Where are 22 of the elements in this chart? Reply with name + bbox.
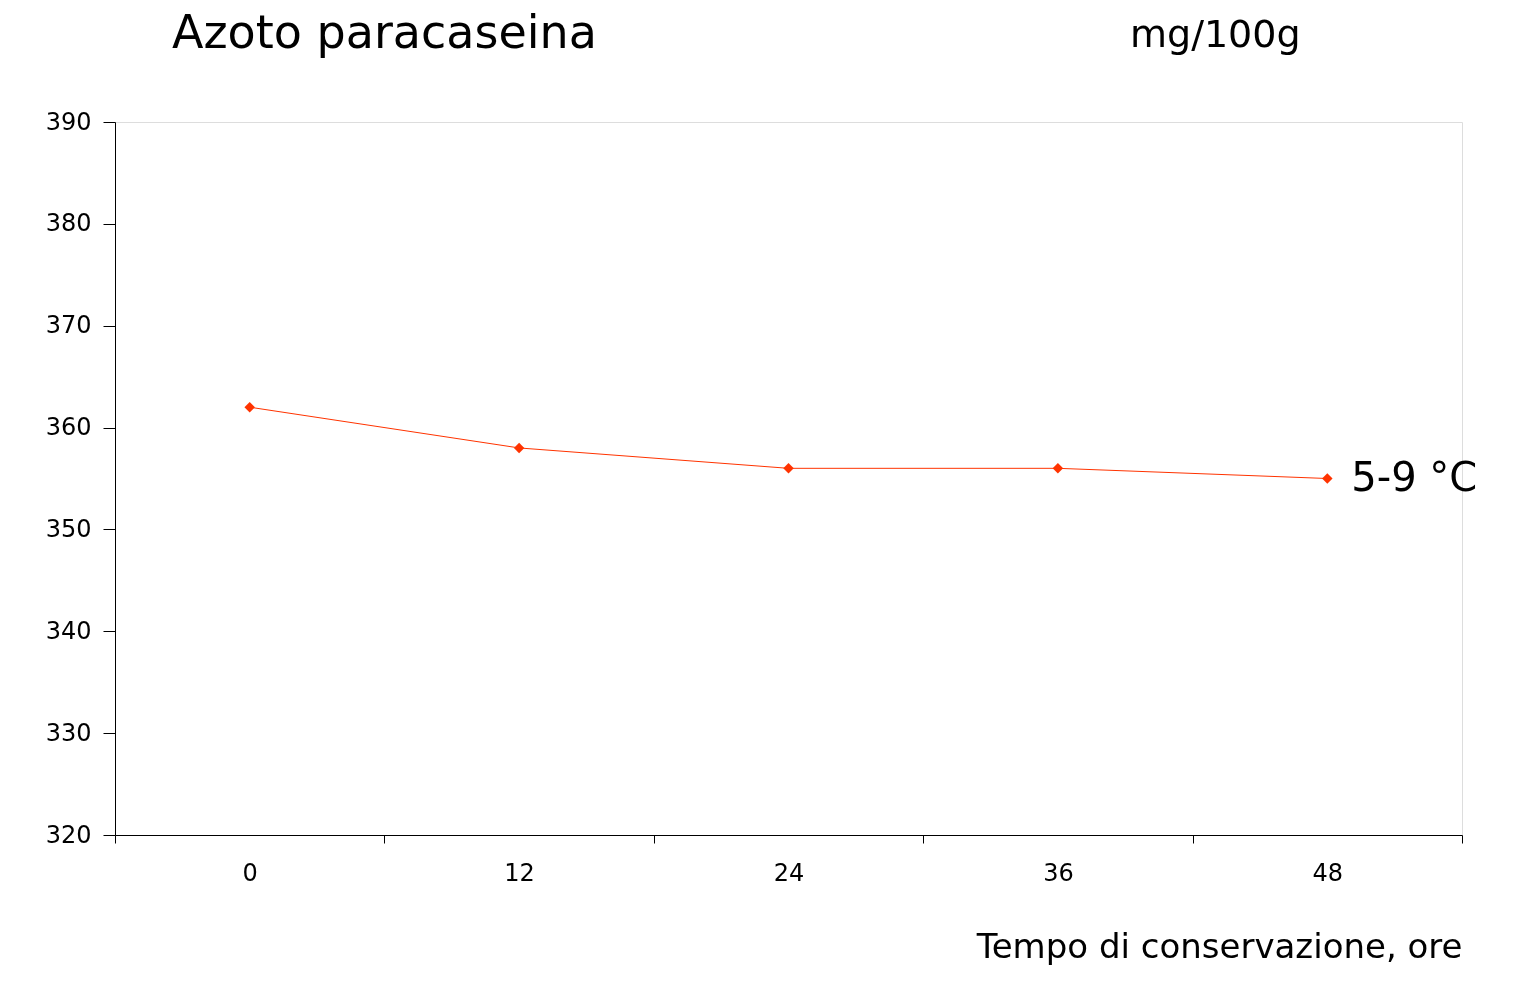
point bbox=[1322, 473, 1333, 484]
point bbox=[513, 442, 525, 454]
point bbox=[783, 463, 794, 474]
x-tick-label: 24 bbox=[773, 858, 805, 887]
series-label: 5-9 °C bbox=[1351, 453, 1478, 500]
y-tick-label: 330 bbox=[45, 718, 92, 747]
y-axis-title: mg/100g bbox=[1130, 12, 1301, 56]
y-tick-label: 320 bbox=[45, 820, 92, 849]
y-tick-label: 350 bbox=[45, 514, 92, 543]
y-tick-label: 390 bbox=[45, 107, 92, 136]
point bbox=[1052, 463, 1064, 474]
x-tick-label: 36 bbox=[1043, 858, 1074, 887]
x-tick-label: 0 bbox=[242, 858, 258, 887]
point bbox=[244, 401, 255, 413]
y-tick-label: 380 bbox=[45, 209, 92, 238]
x-tick-label: 48 bbox=[1312, 858, 1344, 887]
y-tick-label: 340 bbox=[45, 616, 92, 645]
chart-title: Azoto paracaseina bbox=[172, 5, 597, 59]
x-axis-title: Tempo di conservazione, ore bbox=[975, 925, 1463, 966]
x-tick-label: 12 bbox=[504, 858, 535, 887]
y-tick-label: 370 bbox=[45, 311, 92, 340]
y-tick-label: 360 bbox=[45, 413, 92, 442]
